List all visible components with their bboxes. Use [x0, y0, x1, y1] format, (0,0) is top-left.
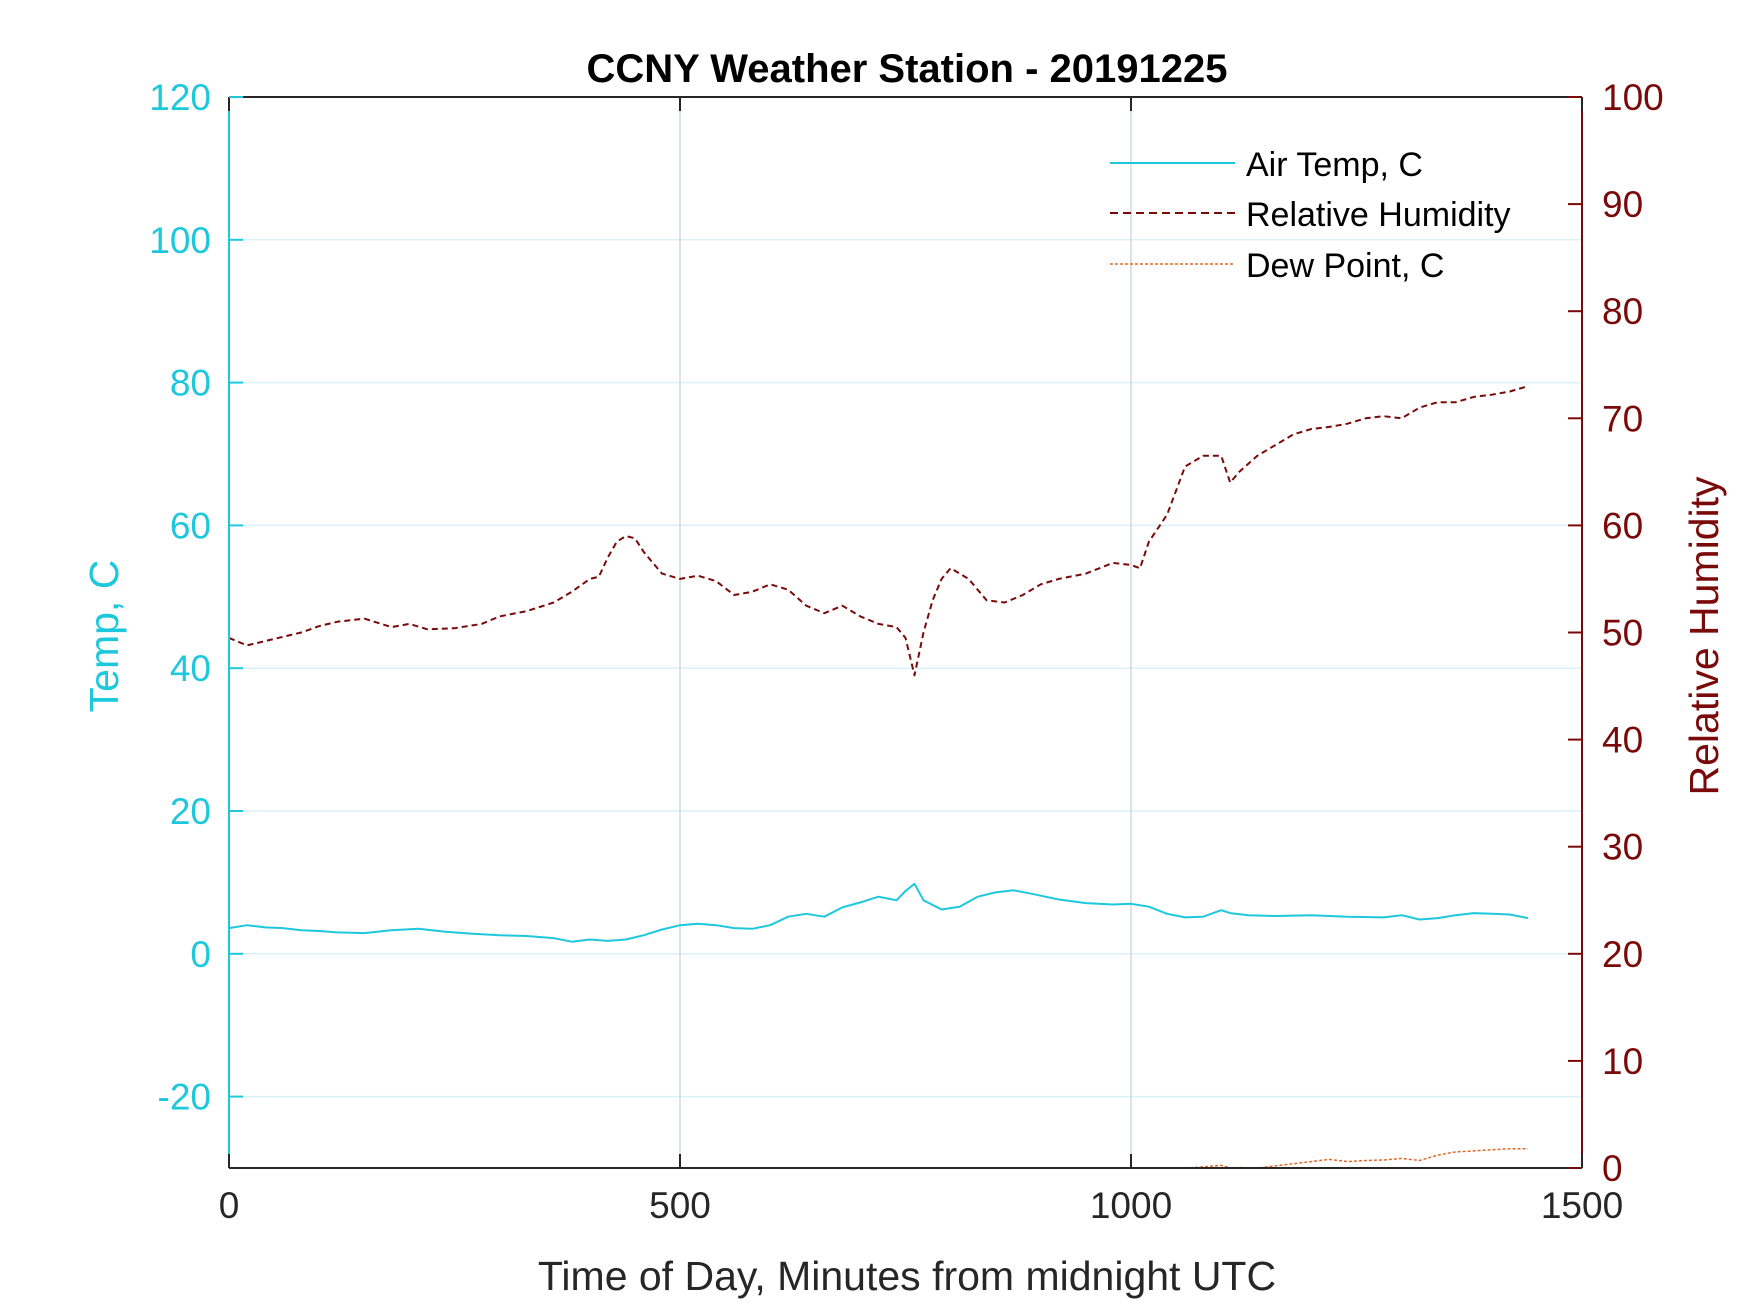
- y-right-tick-label: 100: [1602, 77, 1664, 118]
- series-layer: [228, 385, 1529, 1169]
- y-left-tick-label: 60: [170, 505, 211, 546]
- x-tick-label: 0: [219, 1185, 240, 1226]
- y-right-tick-label: 50: [1602, 613, 1643, 654]
- series-line-air-temp-c: [228, 882, 1529, 943]
- y-left-tick-label: 0: [190, 934, 211, 975]
- legend: Air Temp, C Relative Humidity Dew Point,…: [1110, 146, 1511, 285]
- y-left-tick-label: 100: [149, 220, 211, 261]
- y-right-tick-label: 70: [1602, 398, 1643, 439]
- y-right-tick-label: 90: [1602, 184, 1643, 225]
- x-tick-label: 1500: [1541, 1185, 1623, 1226]
- chart-title: CCNY Weather Station - 20191225: [587, 47, 1228, 91]
- y-right-tick-label: 30: [1602, 827, 1643, 868]
- y-right-tick-label: 40: [1602, 720, 1643, 761]
- y-right-tick-label: 20: [1602, 934, 1643, 975]
- x-tick-label: 1000: [1090, 1185, 1172, 1226]
- y-right-tick-label: 10: [1602, 1041, 1643, 1082]
- series-line-dew-point-c: [1185, 1147, 1528, 1169]
- y-axis-left-label: Temp, C: [81, 560, 127, 713]
- y-right-tick-label: 80: [1602, 291, 1643, 332]
- y-left-tick-label: -20: [158, 1077, 211, 1118]
- grid-layer: [229, 97, 1582, 1168]
- y-left-tick-label: 120: [149, 77, 211, 118]
- y-left-tick-label: 20: [170, 791, 211, 832]
- y-left-tick-label: 40: [170, 648, 211, 689]
- legend-label-air-temp: Air Temp, C: [1246, 146, 1423, 184]
- legend-label-dew-point: Dew Point, C: [1246, 247, 1444, 285]
- y-axis-right-label: Relative Humidity: [1681, 476, 1727, 795]
- legend-label-relative-humidity: Relative Humidity: [1246, 196, 1511, 234]
- y-right-tick-label: 60: [1602, 505, 1643, 546]
- y-right-tick-label: 0: [1602, 1148, 1623, 1189]
- y-left-tick-label: 80: [170, 363, 211, 404]
- axes-layer: 0 500 1000 1500 -20 0 20 40 60 80 100 120 0 10 20 30 40 5…: [149, 77, 1663, 1226]
- x-tick-label: 500: [649, 1185, 711, 1226]
- x-axis-label: Time of Day, Minutes from midnight UTC: [538, 1253, 1276, 1299]
